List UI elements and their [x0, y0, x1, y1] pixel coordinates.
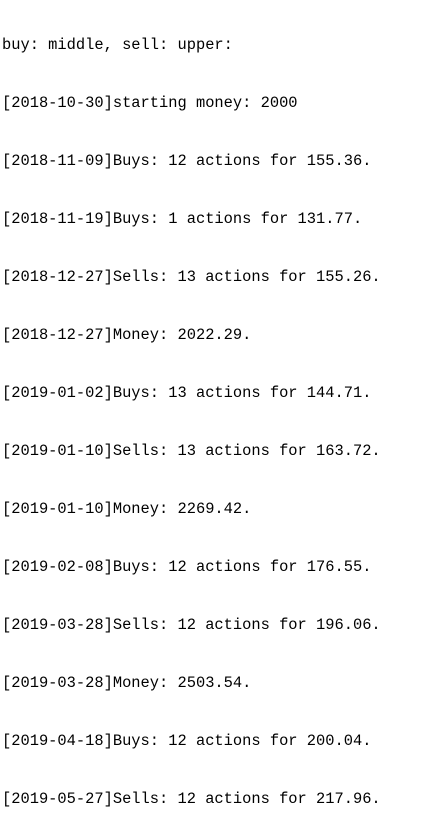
log-line-money: [2018-12-27]Money: 2022.29. [2, 325, 252, 344]
log-line-buy: [2019-04-18]Buys: 12 actions for 200.04. [2, 732, 372, 751]
log-line-money: [2019-01-10]Money: 2269.42. [2, 499, 252, 518]
log-line-starting-money: [2018-10-30]starting money: 2000 [2, 93, 298, 112]
log-line-money: [2019-03-28]Money: 2503.54. [2, 674, 252, 693]
log-line-buy: [2018-11-09]Buys: 12 actions for 155.36. [2, 151, 372, 170]
log-line-buy: [2018-11-19]Buys: 1 actions for 131.77. [2, 209, 363, 228]
log-line-buy: [2019-02-08]Buys: 12 actions for 176.55. [2, 557, 372, 576]
log-line-sell: [2019-03-28]Sells: 12 actions for 196.06… [2, 616, 381, 634]
log-line-buy: [2019-01-02]Buys: 13 actions for 144.71. [2, 383, 372, 402]
log-line-sell: [2018-12-27]Sells: 13 actions for 155.26… [2, 267, 381, 286]
strategy-header: buy: middle, sell: upper: [2, 35, 233, 54]
log-line-sell: [2019-01-10]Sells: 13 actions for 163.72… [2, 441, 381, 460]
log-line-sell: [2019-05-27]Sells: 12 actions for 217.96… [2, 790, 381, 809]
